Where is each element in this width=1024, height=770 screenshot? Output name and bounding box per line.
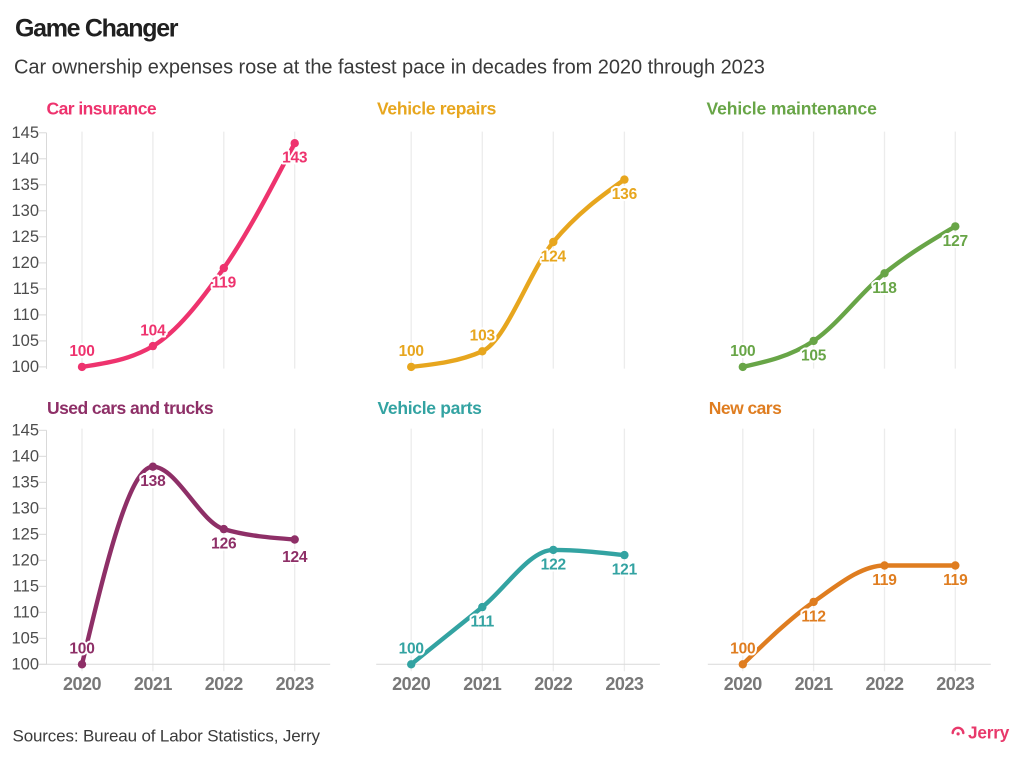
svg-text:138: 138: [140, 473, 166, 490]
svg-text:125: 125: [11, 525, 39, 543]
svg-text:2023: 2023: [936, 674, 975, 694]
svg-text:2021: 2021: [134, 674, 173, 694]
svg-text:2020: 2020: [63, 674, 102, 694]
svg-text:105: 105: [801, 347, 827, 364]
svg-text:119: 119: [943, 572, 968, 589]
svg-text:Game Changer: Game Changer: [15, 15, 179, 43]
svg-text:125: 125: [11, 228, 39, 246]
svg-text:100: 100: [730, 343, 755, 360]
svg-text:118: 118: [872, 280, 897, 297]
svg-text:124: 124: [282, 549, 308, 566]
svg-text:Vehicle parts: Vehicle parts: [378, 398, 483, 418]
svg-text:Sources: Bureau of Labor Stati: Sources: Bureau of Labor Statistics, Jer…: [13, 727, 321, 746]
svg-text:120: 120: [11, 254, 39, 272]
svg-text:Jerry: Jerry: [968, 723, 1010, 743]
svg-text:110: 110: [13, 603, 39, 621]
svg-text:Car insurance: Car insurance: [47, 99, 157, 119]
svg-text:135: 135: [11, 176, 39, 194]
svg-text:100: 100: [399, 641, 424, 658]
svg-text:100: 100: [11, 358, 39, 376]
svg-text:2022: 2022: [205, 674, 244, 694]
svg-text:121: 121: [612, 562, 638, 579]
svg-text:140: 140: [11, 447, 39, 465]
svg-text:100: 100: [69, 641, 94, 658]
svg-text:2020: 2020: [724, 674, 763, 694]
svg-text:2023: 2023: [605, 674, 644, 694]
svg-text:115: 115: [13, 577, 39, 595]
svg-text:New cars: New cars: [709, 398, 782, 418]
svg-text:110: 110: [13, 306, 39, 324]
svg-text:Car ownership expenses rose at: Car ownership expenses rose at the faste…: [14, 57, 765, 79]
svg-text:111: 111: [471, 614, 495, 631]
svg-text:130: 130: [11, 202, 39, 220]
svg-text:145: 145: [11, 124, 39, 142]
svg-text:120: 120: [11, 551, 39, 569]
svg-text:140: 140: [11, 150, 39, 168]
svg-text:Vehicle repairs: Vehicle repairs: [377, 99, 497, 119]
svg-text:2021: 2021: [463, 674, 502, 694]
svg-text:100: 100: [730, 641, 755, 658]
svg-text:126: 126: [211, 536, 237, 553]
svg-text:100: 100: [399, 343, 424, 360]
svg-text:2020: 2020: [392, 674, 431, 694]
svg-text:115: 115: [13, 280, 39, 298]
svg-text:105: 105: [11, 332, 39, 350]
svg-text:130: 130: [11, 499, 39, 517]
svg-text:119: 119: [872, 572, 897, 589]
svg-text:104: 104: [140, 322, 166, 339]
svg-text:Used cars and trucks: Used cars and trucks: [47, 398, 214, 418]
svg-text:2023: 2023: [276, 674, 315, 694]
svg-text:2022: 2022: [534, 674, 573, 694]
svg-text:143: 143: [282, 150, 308, 167]
svg-text:103: 103: [470, 328, 496, 345]
svg-text:112: 112: [801, 608, 825, 625]
svg-text:2022: 2022: [865, 674, 904, 694]
svg-text:100: 100: [11, 655, 39, 673]
svg-text:122: 122: [541, 556, 566, 573]
svg-text:127: 127: [943, 233, 968, 250]
svg-text:Vehicle maintenance: Vehicle maintenance: [707, 99, 878, 119]
svg-text:136: 136: [612, 186, 638, 203]
svg-text:145: 145: [11, 421, 39, 439]
svg-text:119: 119: [212, 275, 237, 292]
svg-text:124: 124: [541, 249, 567, 266]
svg-text:2021: 2021: [795, 674, 834, 694]
svg-text:105: 105: [11, 629, 39, 647]
svg-text:100: 100: [69, 343, 94, 360]
svg-text:135: 135: [11, 473, 39, 491]
